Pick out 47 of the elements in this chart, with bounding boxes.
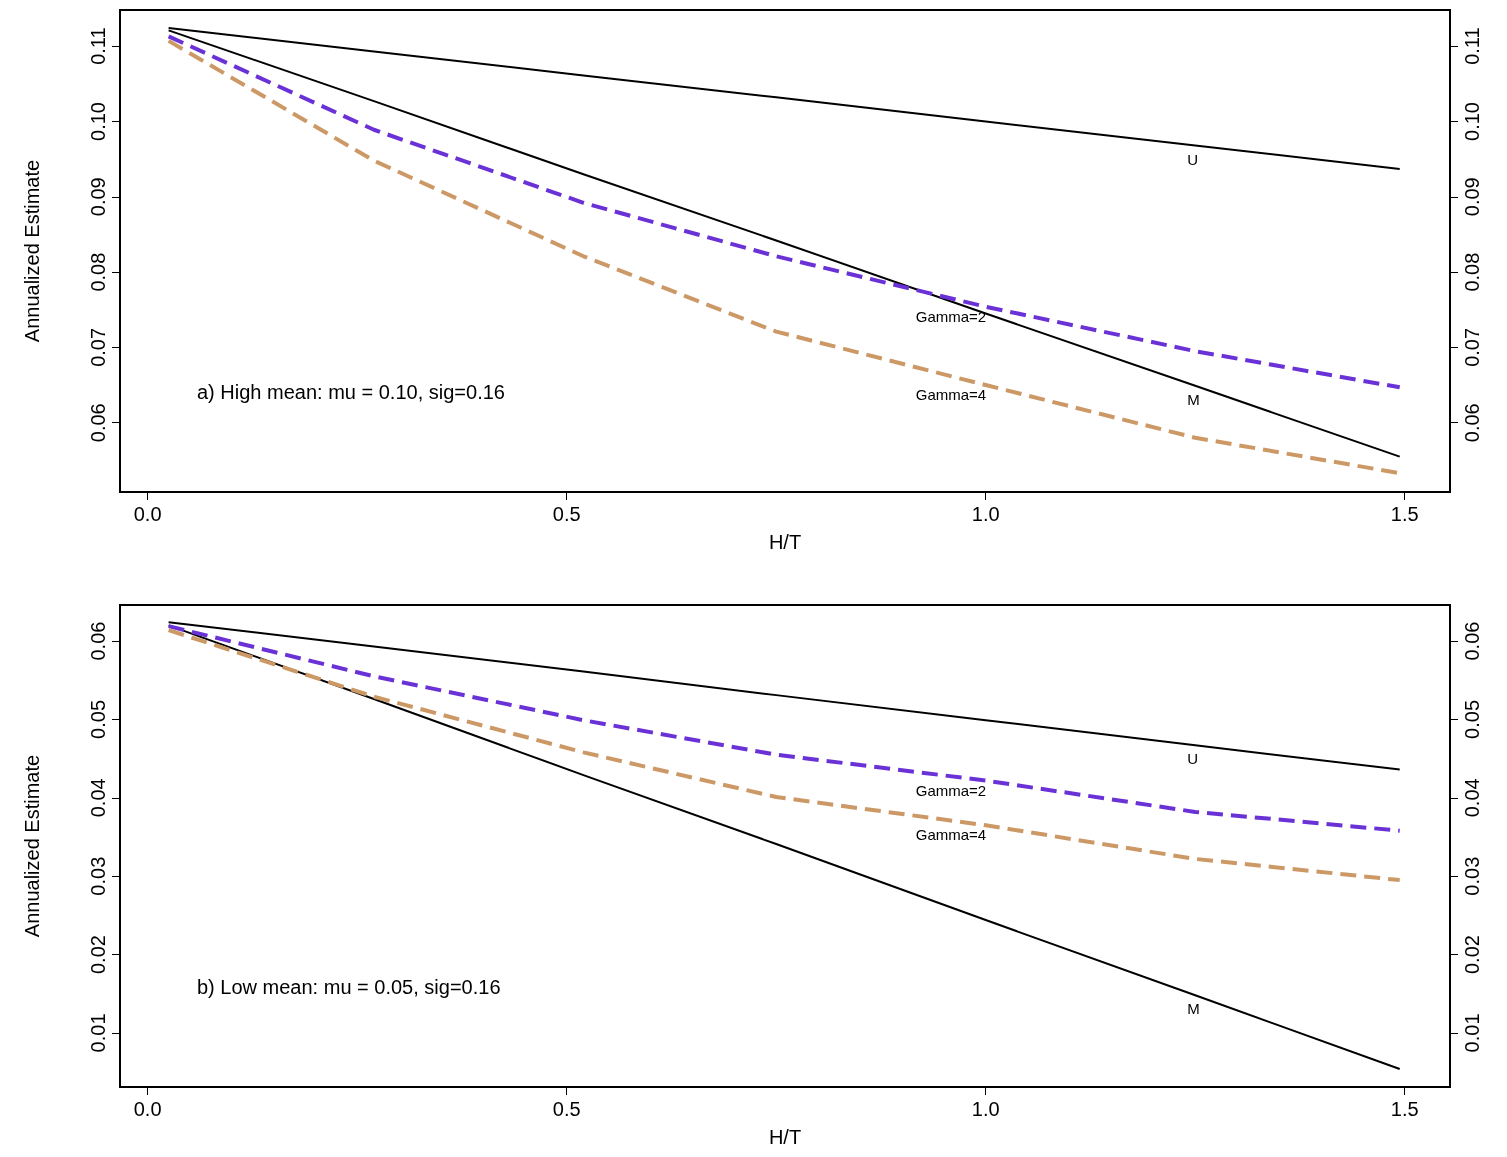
y2-tick-label: 0.10 — [1461, 101, 1483, 141]
y2-tick-label: 0.05 — [1461, 699, 1483, 739]
x-tick-label: 0.0 — [133, 1098, 162, 1120]
x-tick-label: 0.5 — [552, 1098, 581, 1120]
series-label: M — [1187, 390, 1200, 408]
y-tick-label: 0.11 — [87, 27, 109, 65]
annotation: b) Low mean: mu = 0.05, sig=0.16 — [197, 976, 501, 998]
y2-tick-label: 0.06 — [1461, 403, 1483, 443]
y2-tick-label: 0.11 — [1461, 27, 1483, 65]
y-tick-label: 0.06 — [87, 403, 109, 443]
y2-tick-label: 0.02 — [1461, 935, 1483, 975]
y-tick-label: 0.03 — [87, 856, 109, 896]
y-tick-label: 0.07 — [87, 327, 109, 367]
annotation: a) High mean: mu = 0.10, sig=0.16 — [197, 381, 505, 403]
y2-tick-label: 0.06 — [1461, 621, 1483, 661]
y2-tick-label: 0.01 — [1461, 1013, 1483, 1053]
series-label: Gamma=2 — [915, 307, 987, 325]
y2-tick-label: 0.04 — [1461, 778, 1483, 818]
y2-tick-label: 0.09 — [1461, 177, 1483, 217]
x-axis-title: H/T — [768, 531, 802, 553]
x-tick-label: 1.0 — [971, 1098, 1000, 1120]
y-tick-label: 0.05 — [87, 699, 109, 739]
x-axis-title: H/T — [768, 1126, 802, 1148]
series-label: Gamma=2 — [915, 781, 987, 799]
x-tick-label: 1.0 — [971, 503, 1000, 525]
y2-tick-label: 0.03 — [1461, 856, 1483, 896]
y-axis-title: Annualized Estimate — [21, 159, 43, 343]
y2-tick-label: 0.08 — [1461, 252, 1483, 292]
y-tick-label: 0.10 — [87, 101, 109, 141]
y-tick-label: 0.01 — [87, 1013, 109, 1053]
x-tick-label: 1.5 — [1390, 1098, 1419, 1120]
series-label: Gamma=4 — [915, 826, 987, 844]
x-tick-label: 1.5 — [1390, 503, 1419, 525]
y-axis-title: Annualized Estimate — [21, 754, 43, 938]
series-label: Gamma=4 — [915, 386, 987, 404]
series-label: M — [1187, 1000, 1200, 1018]
y-tick-label: 0.02 — [87, 935, 109, 975]
line-series — [166, 628, 1402, 883]
y2-tick-label: 0.07 — [1461, 327, 1483, 367]
y-tick-label: 0.04 — [87, 778, 109, 818]
x-tick-label: 0.5 — [552, 503, 581, 525]
y-tick-label: 0.06 — [87, 621, 109, 661]
y-tick-label: 0.09 — [87, 177, 109, 217]
series-label: U — [1187, 150, 1199, 168]
x-tick-label: 0.0 — [133, 503, 162, 525]
y-tick-label: 0.08 — [87, 252, 109, 292]
series-label: U — [1187, 750, 1199, 768]
